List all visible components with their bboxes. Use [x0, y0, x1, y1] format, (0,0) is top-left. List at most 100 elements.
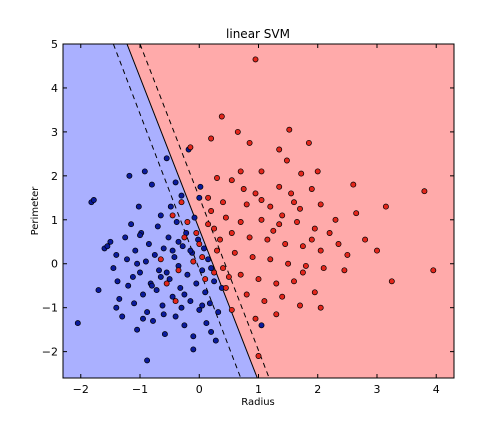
- point-red-78: [184, 219, 191, 225]
- point-red-6: [286, 126, 293, 133]
- point-blue-18: [134, 326, 141, 333]
- point-blue-57: [191, 214, 198, 221]
- point-blue-45: [173, 219, 180, 225]
- point-blue-14: [128, 221, 135, 228]
- point-red-61: [291, 278, 297, 285]
- x-tick-label: −1: [132, 383, 148, 396]
- point-red-93: [163, 280, 170, 287]
- point-blue-80: [134, 260, 141, 267]
- point-blue-25: [144, 309, 151, 316]
- point-blue-10: [122, 234, 129, 241]
- point-red-86: [258, 197, 265, 203]
- point-red-84: [217, 236, 223, 243]
- point-blue-12: [125, 282, 132, 289]
- point-blue-66: [205, 256, 212, 263]
- point-red-18: [288, 190, 295, 197]
- x-axis-label: Radius: [241, 397, 275, 408]
- x-tick-label: 3: [373, 383, 380, 396]
- x-tick-label: 2: [314, 383, 321, 396]
- point-red-24: [243, 201, 250, 208]
- point-red-76: [199, 254, 206, 261]
- point-blue-82: [160, 311, 167, 318]
- point-red-74: [205, 221, 212, 228]
- point-blue-19: [135, 203, 142, 210]
- point-blue-4: [107, 238, 114, 245]
- point-red-21: [421, 188, 428, 195]
- point-red-19: [308, 186, 315, 192]
- point-blue-86: [95, 287, 102, 294]
- point-blue-83: [140, 315, 146, 322]
- point-red-22: [205, 194, 212, 201]
- point-red-92: [181, 234, 188, 241]
- point-blue-31: [153, 287, 160, 294]
- point-blue-41: [167, 203, 174, 210]
- point-blue-68: [208, 328, 215, 335]
- point-red-37: [326, 230, 333, 236]
- point-blue-24: [142, 258, 149, 265]
- point-red-51: [267, 256, 274, 263]
- point-blue-81: [169, 247, 176, 254]
- point-blue-78: [181, 291, 188, 298]
- y-axis-label: Perimeter: [30, 186, 41, 236]
- point-red-89: [308, 236, 315, 243]
- point-red-90: [332, 216, 339, 223]
- point-red-42: [264, 236, 271, 243]
- point-blue-40: [166, 276, 173, 283]
- point-red-75: [193, 230, 200, 236]
- point-red-80: [169, 212, 176, 219]
- point-red-91: [208, 208, 215, 214]
- point-blue-28: [148, 181, 155, 188]
- point-red-5: [246, 139, 253, 146]
- point-blue-52: [184, 271, 191, 278]
- point-red-64: [222, 284, 229, 291]
- point-red-34: [276, 221, 283, 228]
- point-red-4: [234, 128, 241, 135]
- point-red-97: [225, 273, 232, 280]
- point-red-30: [382, 203, 389, 210]
- point-blue-60: [196, 306, 203, 313]
- point-red-20: [350, 181, 357, 188]
- point-red-58: [237, 271, 244, 278]
- point-red-94: [178, 199, 185, 206]
- point-red-9: [237, 168, 244, 175]
- point-blue-75: [175, 238, 182, 245]
- point-red-60: [273, 280, 280, 287]
- point-red-44: [299, 243, 306, 250]
- point-blue-17: [132, 247, 139, 254]
- point-red-3: [187, 144, 194, 151]
- point-blue-63: [201, 245, 207, 252]
- point-blue-15: [129, 273, 136, 280]
- point-blue-72: [113, 304, 120, 311]
- point-blue-30: [151, 251, 158, 258]
- point-red-12: [298, 170, 305, 177]
- point-blue-49: [179, 243, 186, 250]
- decision-region-blue: [63, 44, 258, 378]
- point-blue-70: [212, 337, 219, 344]
- point-blue-77: [157, 273, 164, 280]
- point-blue-48: [178, 192, 185, 199]
- point-blue-56: [190, 333, 197, 340]
- point-blue-88: [144, 357, 151, 364]
- point-red-31: [222, 214, 229, 221]
- point-red-26: [279, 212, 286, 219]
- point-red-0: [252, 56, 259, 63]
- point-blue-1: [90, 197, 97, 203]
- point-red-36: [311, 225, 318, 232]
- point-red-52: [285, 260, 292, 267]
- point-blue-42: [169, 293, 176, 300]
- point-blue-33: [156, 267, 162, 274]
- point-red-54: [320, 265, 327, 272]
- point-red-82: [196, 241, 203, 247]
- point-blue-8: [116, 295, 123, 302]
- point-red-96: [172, 298, 179, 305]
- point-red-16: [252, 190, 259, 197]
- point-red-40: [228, 230, 235, 236]
- point-blue-84: [178, 304, 185, 311]
- point-blue-54: [187, 298, 194, 305]
- point-red-53: [302, 262, 309, 269]
- point-blue-26: [145, 241, 152, 247]
- point-red-56: [430, 267, 437, 274]
- point-red-45: [317, 247, 324, 254]
- point-blue-91: [258, 322, 265, 329]
